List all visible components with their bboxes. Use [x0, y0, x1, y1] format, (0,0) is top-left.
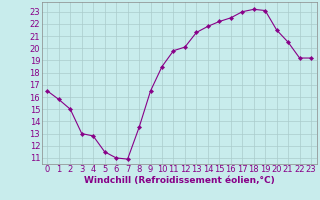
X-axis label: Windchill (Refroidissement éolien,°C): Windchill (Refroidissement éolien,°C)	[84, 176, 275, 185]
